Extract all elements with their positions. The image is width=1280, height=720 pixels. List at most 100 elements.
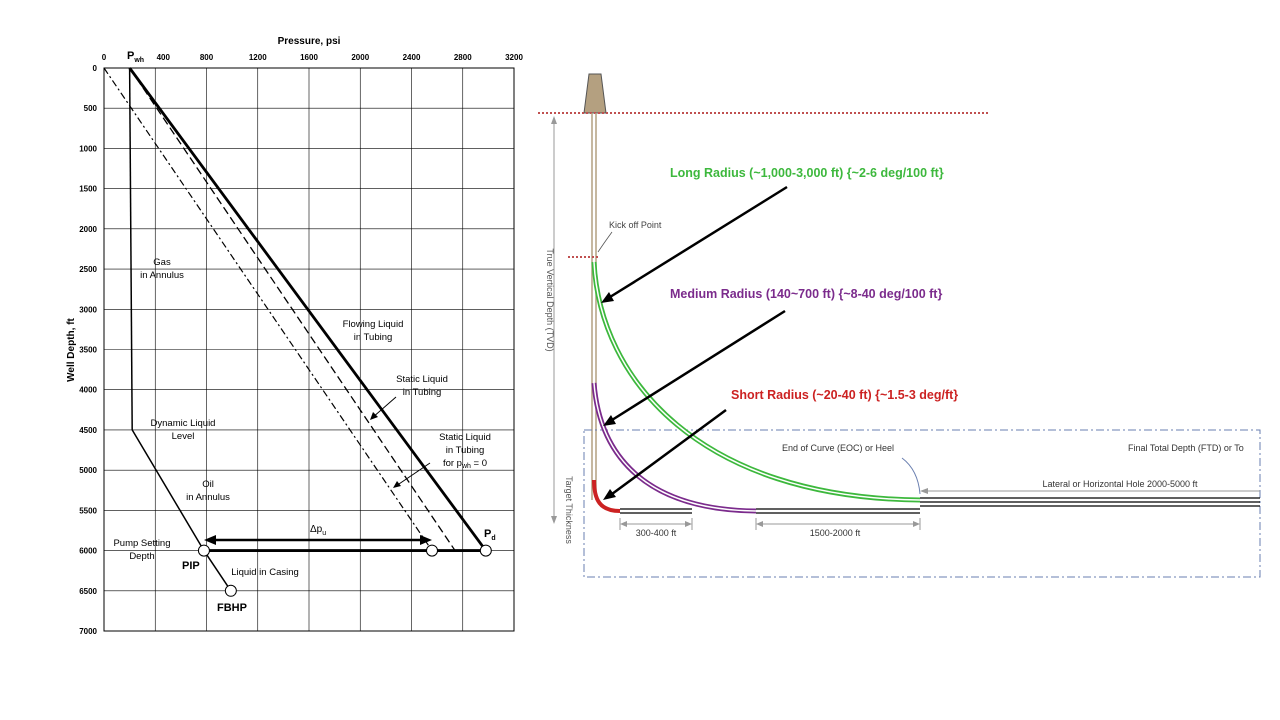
x-tick-label: 2800 — [454, 53, 472, 62]
flowing-liquid-line — [128, 67, 487, 552]
tvd-arrow-bottom — [551, 516, 557, 524]
y-tick-label: 7000 — [79, 627, 97, 636]
grid — [103, 67, 515, 632]
left-chart: 0 400 800 1200 1600 2000 2400 2800 3200 0 500 1000… — [66, 36, 523, 636]
delta-p-label: Δpu — [310, 524, 326, 537]
y-tick-label: 6000 — [79, 547, 97, 556]
point-fbhp — [224, 584, 237, 597]
y-tick-label: 4500 — [79, 426, 97, 435]
x-tick-label: 800 — [200, 53, 214, 62]
static0-pointer-line — [395, 462, 431, 487]
medium-radius-label: Medium Radius (140~700 ft) {~8-40 deg/10… — [670, 287, 942, 301]
tvd-arrow-top — [551, 116, 557, 124]
oil-line — [131, 429, 205, 551]
ftd-label: Final Total Depth (FTD) or To — [1128, 443, 1244, 453]
fbhp-label: FBHP — [217, 602, 247, 614]
static-pointer-head — [370, 412, 378, 420]
long-radius-curve-inner — [593, 261, 921, 501]
kickoff-pointer — [597, 231, 613, 253]
long-radius-pointer — [609, 185, 788, 299]
medium-radius-pointer-head — [603, 415, 616, 426]
y-tick-label: 1000 — [79, 144, 97, 153]
delta-p-arrow-right — [420, 535, 432, 545]
drilling-rig-icon — [583, 73, 607, 114]
pump-label-1: Pump Setting — [113, 538, 170, 549]
x-tick-label: 3200 — [505, 53, 523, 62]
oil-label-2: in Annulus — [186, 492, 230, 503]
x-tick-labels: 0 400 800 1200 1600 2000 2400 2800 3200 — [102, 53, 524, 62]
y-tick-label: 1500 — [79, 185, 97, 194]
dim2-arrow-right — [913, 521, 920, 527]
dim1-label: 300-400 ft — [636, 528, 677, 538]
delta-p-arrow-left — [204, 535, 216, 545]
x-tick-label: 400 — [157, 53, 171, 62]
pump-label-2: Depth — [129, 551, 154, 562]
target-thickness-label: Target Thickness — [564, 476, 574, 544]
lateral-label: Lateral or Horizontal Hole 2000-5000 ft — [1042, 479, 1198, 489]
static-liquid-line — [129, 67, 456, 551]
short-radius-label: Short Radius (~20-40 ft) {~1.5-3 deg/ft} — [731, 388, 958, 402]
y-axis-title: Well Depth, ft — [66, 317, 77, 381]
y-tick-label: 4000 — [79, 386, 97, 395]
y-tick-label: 2000 — [79, 225, 97, 234]
y-tick-label: 500 — [84, 104, 98, 113]
y-tick-labels: 0 500 1000 1500 2000 2500 3000 3500 4000 4500 5000… — [79, 64, 97, 636]
dim1-arrow-left — [620, 521, 627, 527]
y-tick-label: 3500 — [79, 346, 97, 355]
dynamic-label-1: Dynamic Liquid — [151, 418, 216, 429]
static-label-2: in Tubing — [403, 387, 442, 398]
x-axis-title: Pressure, psi — [278, 36, 341, 47]
right-diagram: Kick off Point True Vertical Depth (TVD)… — [538, 73, 1261, 578]
x-tick-label: 1600 — [300, 53, 318, 62]
y-tick-label: 5000 — [79, 466, 97, 475]
gas-label-2: in Annulus — [140, 270, 184, 281]
dim1-arrow-right — [685, 521, 692, 527]
static0-label-1: Static Liquid — [439, 432, 491, 443]
static-pointer-line — [371, 396, 397, 419]
flowing-label-1: Flowing Liquid — [343, 319, 404, 330]
key-points — [197, 544, 492, 597]
short-radius-curve — [592, 479, 621, 513]
eoc-label: End of Curve (EOC) or Heel — [782, 443, 894, 453]
short-radius-pointer — [611, 408, 727, 496]
static0-label-2: in Tubing — [446, 445, 485, 456]
y-tick-label: 6500 — [79, 587, 97, 596]
short-radius-pointer-head — [603, 489, 616, 500]
y-tick-label: 0 — [93, 64, 98, 73]
flowing-label-2: in Tubing — [354, 332, 393, 343]
casing-label: Liquid in Casing — [231, 567, 299, 578]
oil-label-1: Oil — [202, 479, 214, 490]
target-zone — [583, 429, 1261, 578]
long-radius-pointer-head — [601, 292, 614, 303]
y-tick-label: 2500 — [79, 265, 97, 274]
casing-line — [203, 550, 232, 592]
static0-pointer-head — [393, 481, 401, 488]
static-label-1: Static Liquid — [396, 374, 448, 385]
medium-radius-pointer — [611, 309, 786, 422]
pressure-curves — [103, 67, 487, 592]
x-tick-label: 2000 — [351, 53, 369, 62]
pwh-label: Pwh — [127, 50, 144, 64]
static0-label-3: for pwh = 0 — [443, 458, 487, 470]
pd-label: Pd — [484, 528, 496, 542]
gas-label-1: Gas — [153, 257, 171, 268]
dynamic-label-2: Level — [172, 431, 195, 442]
gas-line — [128, 67, 133, 430]
x-tick-label: 0 — [102, 53, 107, 62]
long-radius-label: Long Radius (~1,000-3,000 ft) {~2-6 deg/… — [670, 166, 944, 180]
x-tick-label: 2400 — [403, 53, 421, 62]
dim2-arrow-left — [756, 521, 763, 527]
lateral-arrow — [920, 488, 928, 494]
point-pd — [479, 544, 492, 557]
point-static-end — [426, 544, 438, 557]
pip-label: PIP — [182, 560, 200, 572]
tvd-label: True Vertical Depth (TVD) — [545, 248, 555, 351]
eoc-pointer — [901, 457, 921, 495]
y-tick-label: 3000 — [79, 305, 97, 314]
kickoff-label: Kick off Point — [609, 220, 662, 230]
x-tick-label: 1200 — [249, 53, 267, 62]
dim2-label: 1500-2000 ft — [810, 528, 861, 538]
point-pip — [197, 544, 210, 557]
y-tick-label: 5500 — [79, 506, 97, 515]
